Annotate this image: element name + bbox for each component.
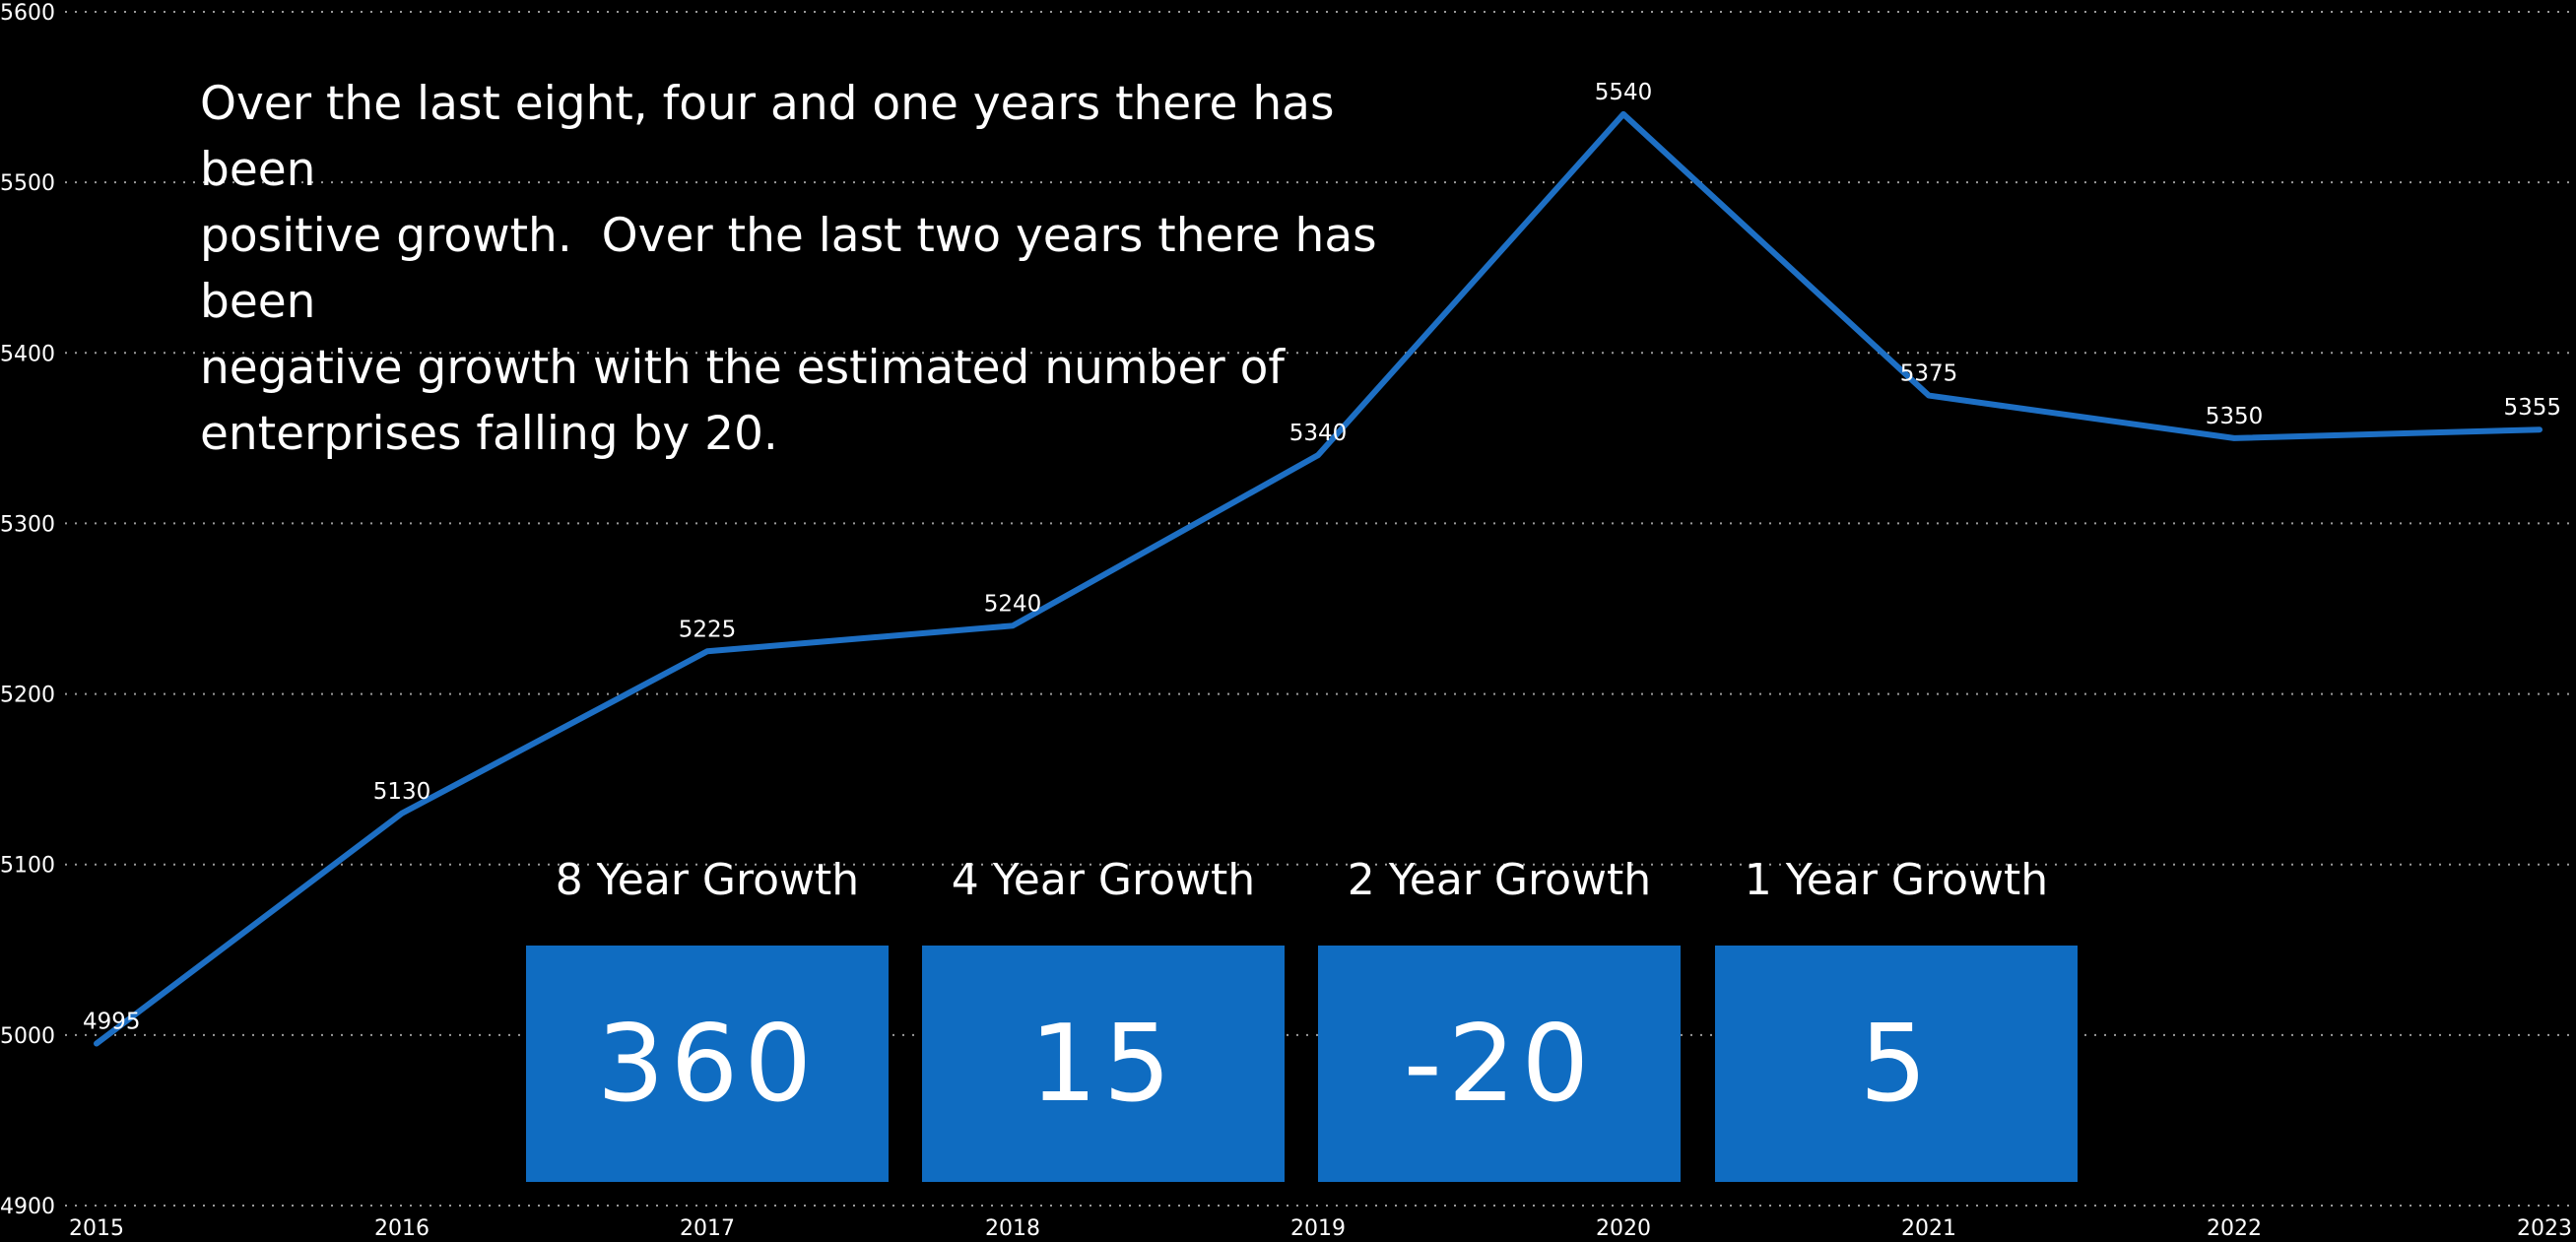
data-label: 5540	[1595, 80, 1653, 105]
x-tick-label: 2020	[1596, 1216, 1651, 1241]
kpi-title-2-year: 2 Year Growth	[1347, 855, 1652, 905]
y-tick-label: 5100	[0, 854, 55, 879]
y-tick-label: 5500	[0, 171, 55, 196]
y-tick-label: 5200	[0, 684, 55, 708]
data-label: 4995	[83, 1010, 141, 1035]
kpi-card-1-year: 5	[1715, 946, 2078, 1182]
kpi-value-8-year: 360	[596, 1002, 819, 1126]
x-tick-label: 2019	[1290, 1216, 1346, 1241]
y-tick-label: 5000	[0, 1024, 55, 1049]
kpi-title-1-year: 1 Year Growth	[1744, 855, 2049, 905]
kpi-card-2-year: -20	[1318, 946, 1681, 1182]
x-tick-label: 2017	[680, 1216, 735, 1241]
kpi-card-4-year: 15	[922, 946, 1285, 1182]
y-tick-label: 5300	[0, 512, 55, 537]
kpi-title-4-year: 4 Year Growth	[951, 855, 1256, 905]
data-label: 5355	[2503, 395, 2561, 421]
kpi-title-8-year: 8 Year Growth	[555, 855, 860, 905]
x-tick-label: 2023	[2517, 1216, 2572, 1241]
data-label: 5375	[1900, 361, 1958, 387]
data-label: 5225	[679, 617, 737, 642]
data-label: 5340	[1289, 421, 1348, 446]
y-tick-label: 5400	[0, 342, 55, 366]
kpi-value-1-year: 5	[1859, 1002, 1934, 1126]
x-tick-label: 2018	[985, 1216, 1040, 1241]
series-line	[94, 110, 2543, 1047]
x-tick-label: 2016	[374, 1216, 429, 1241]
y-tick-label: 4900	[0, 1195, 55, 1219]
x-tick-label: 2021	[1901, 1216, 1956, 1241]
kpi-value-2-year: -20	[1403, 1002, 1596, 1126]
data-label: 5350	[2206, 404, 2264, 429]
data-label: 5240	[984, 591, 1042, 617]
data-label: 5130	[373, 779, 431, 805]
kpi-card-8-year: 360	[526, 946, 889, 1182]
summary-text: Over the last eight, four and one years …	[200, 77, 1377, 461]
kpi-value-4-year: 15	[1029, 1002, 1177, 1126]
x-tick-label: 2022	[2207, 1216, 2262, 1241]
y-tick-label: 5600	[0, 1, 55, 26]
x-tick-label: 2015	[69, 1216, 124, 1241]
